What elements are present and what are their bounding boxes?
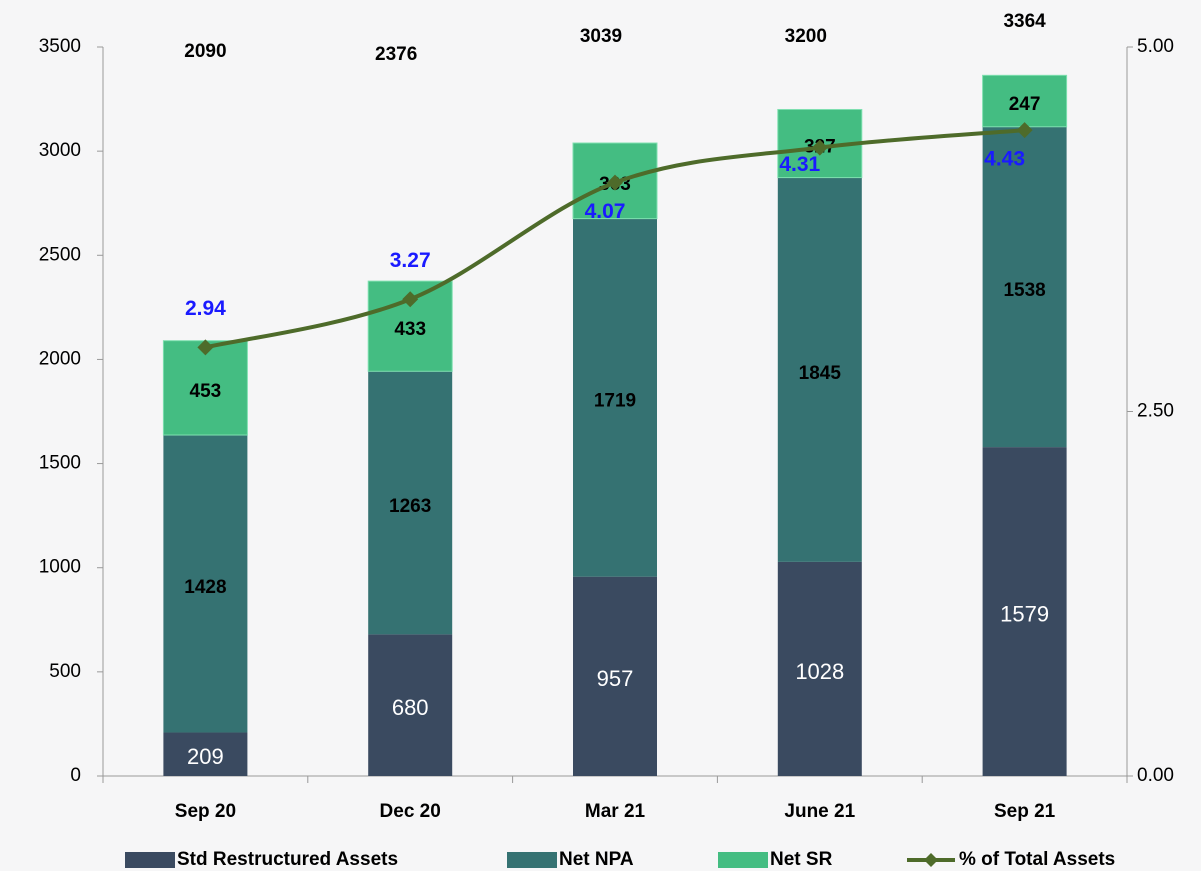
bar-segment — [982, 126, 1067, 448]
bar-label: 1719 — [594, 391, 636, 412]
bar-segment — [777, 561, 862, 776]
bar-label: 1579 — [1000, 601, 1049, 626]
bar-segment — [368, 371, 453, 635]
bar-segment — [982, 447, 1067, 776]
y-tick-label: 2000 — [39, 348, 81, 369]
bar-label: 1538 — [1003, 280, 1045, 301]
legend-swatch — [125, 852, 175, 868]
x-tick-label: Sep 20 — [175, 801, 236, 822]
legend-label: Net SR — [770, 849, 833, 870]
line-marker — [402, 291, 419, 308]
total-label: 3364 — [1003, 11, 1046, 32]
y-tick-label: 3500 — [39, 36, 81, 57]
bar-segment — [162, 340, 248, 436]
bar-label: 957 — [597, 666, 634, 691]
bar-label: 209 — [187, 744, 224, 769]
y-tick-label: 3000 — [39, 140, 81, 161]
legend-label: % of Total Assets — [959, 849, 1115, 870]
line-marker — [197, 339, 214, 356]
legend-swatch — [718, 852, 768, 868]
total-label: 2376 — [375, 44, 417, 65]
line-label: 4.31 — [779, 153, 820, 176]
x-tick-label: June 21 — [784, 801, 855, 822]
bar-label: 1845 — [799, 363, 842, 384]
legend-label: Std Restructured Assets — [177, 849, 398, 870]
bar-segment — [163, 435, 248, 733]
y-tick-label: 0 — [70, 765, 81, 786]
y2-tick-label: 5.00 — [1137, 36, 1174, 57]
bar-segment — [573, 218, 657, 577]
bar-segment — [982, 74, 1068, 128]
legend-marker — [924, 853, 938, 867]
line-marker — [811, 139, 828, 156]
y2-tick-label: 2.50 — [1137, 401, 1174, 422]
total-label: 2090 — [184, 41, 226, 62]
bar-segment — [777, 177, 862, 562]
bar-label: 453 — [190, 381, 222, 402]
line-marker — [607, 174, 623, 191]
x-tick-label: Mar 21 — [585, 801, 646, 822]
line-label: 4.43 — [984, 148, 1025, 171]
x-tick-label: Sep 21 — [994, 801, 1056, 822]
bar-segment — [573, 576, 657, 776]
legend-label: Net NPA — [559, 849, 634, 870]
line-label: 4.07 — [585, 200, 626, 223]
bar-segment — [368, 634, 453, 776]
y-tick-label: 1000 — [39, 557, 81, 578]
line-marker — [1016, 122, 1033, 139]
y-tick-label: 2500 — [39, 244, 81, 265]
line-label: 2.94 — [185, 297, 226, 320]
y-tick-label: 1500 — [39, 453, 81, 474]
bar-label: 680 — [392, 695, 429, 720]
line-label: 3.27 — [390, 249, 431, 272]
total-label: 3200 — [785, 26, 827, 47]
y2-tick-label: 0.00 — [1137, 765, 1174, 786]
x-tick-label: Dec 20 — [380, 801, 441, 822]
bar-label: 1028 — [795, 659, 844, 684]
legend-swatch — [507, 852, 557, 868]
bar-label: 247 — [1009, 94, 1041, 115]
total-label: 3039 — [580, 26, 622, 47]
y-tick-label: 500 — [49, 661, 81, 682]
bar-label: 1428 — [184, 577, 226, 598]
bar-label: 433 — [394, 319, 426, 340]
bar-segment — [163, 732, 248, 776]
bar-label: 1263 — [389, 496, 431, 517]
